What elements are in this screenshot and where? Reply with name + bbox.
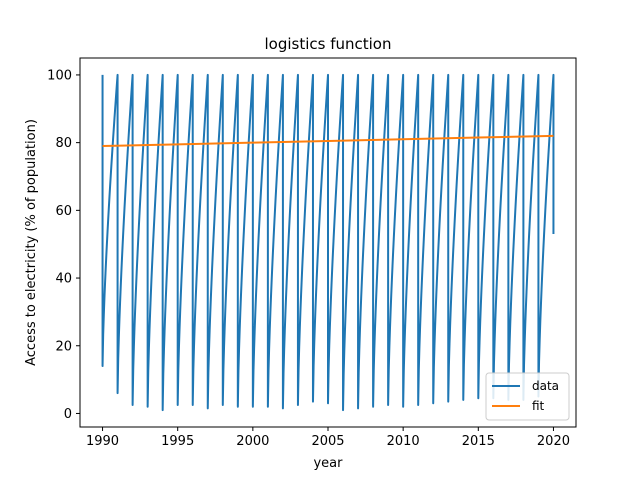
x-tick-label: 2020: [537, 434, 570, 449]
y-tick-label: 100: [47, 68, 72, 83]
legend-label-data: data: [532, 379, 559, 393]
y-tick-label: 40: [55, 272, 72, 287]
series-fit: [102, 134, 554, 148]
plot-area: [101, 73, 555, 412]
series-line-data: [101, 73, 555, 412]
x-tick-label: 2015: [462, 434, 495, 449]
y-tick-label: 0: [64, 407, 72, 422]
series-line-fit: [102, 134, 554, 148]
x-tick-label: 2010: [387, 434, 420, 449]
y-tick-label: 60: [55, 204, 72, 219]
x-tick-label: 2005: [311, 434, 344, 449]
x-tick-label: 2000: [236, 434, 269, 449]
chart-title: logistics function: [264, 35, 391, 53]
series-data: [101, 73, 555, 412]
legend-box: [485, 372, 570, 421]
legend: data fit: [485, 372, 570, 421]
x-axis-label: year: [313, 456, 343, 471]
y-axis: 0 20 40 60 80 100: [47, 68, 80, 422]
x-axis: 1990 1995 2000 2005 2010 2015 2020: [86, 427, 570, 449]
y-axis-label: Access to electricity (% of population): [24, 119, 39, 366]
legend-label-fit: fit: [532, 399, 545, 413]
x-tick-label: 1995: [161, 434, 194, 449]
y-tick-label: 20: [55, 339, 72, 354]
x-tick-label: 1990: [86, 434, 119, 449]
y-tick-label: 80: [55, 136, 72, 151]
